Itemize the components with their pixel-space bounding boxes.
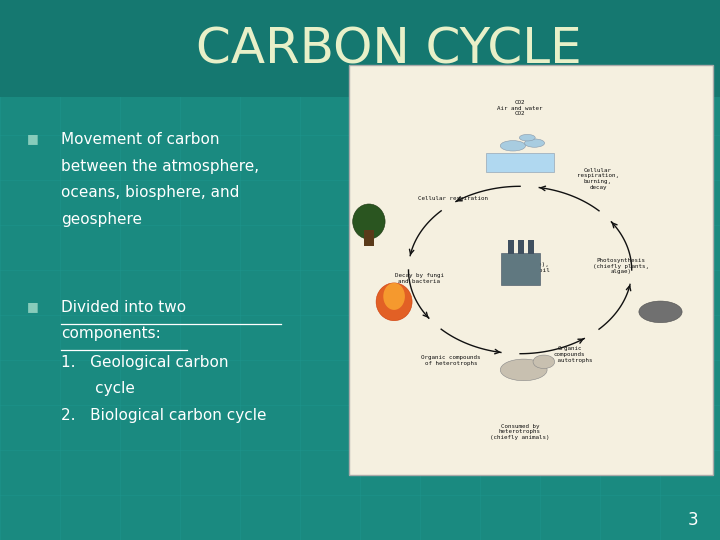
FancyBboxPatch shape: [500, 253, 539, 285]
Text: Decay by fungi
and bacteria: Decay by fungi and bacteria: [395, 273, 444, 284]
Text: CaCO3
(limestone),
coal and oil: CaCO3 (limestone), coal and oil: [505, 256, 550, 273]
FancyBboxPatch shape: [486, 153, 554, 172]
Ellipse shape: [639, 301, 682, 322]
Text: Divided into two: Divided into two: [61, 300, 186, 315]
Text: CO2
Air and water
CO2: CO2 Air and water CO2: [498, 100, 543, 116]
Text: Photosynthesis
(chiefly plants,
algae): Photosynthesis (chiefly plants, algae): [593, 258, 649, 274]
Text: ■: ■: [27, 300, 39, 313]
Text: Cellular respiration: Cellular respiration: [418, 195, 487, 200]
Ellipse shape: [383, 283, 405, 310]
Text: Organic
compounds
of autotrophs: Organic compounds of autotrophs: [546, 346, 592, 362]
Ellipse shape: [376, 283, 412, 321]
Bar: [528, 240, 534, 254]
FancyBboxPatch shape: [0, 0, 720, 97]
Text: cycle: cycle: [61, 381, 135, 396]
Text: 2.   Biological carbon cycle: 2. Biological carbon cycle: [61, 408, 266, 423]
Ellipse shape: [519, 134, 535, 141]
Ellipse shape: [353, 204, 385, 239]
Ellipse shape: [533, 355, 554, 368]
Text: Consumed by
heterotrophs
(chiefly animals): Consumed by heterotrophs (chiefly animal…: [490, 424, 549, 440]
Text: components:: components:: [61, 326, 161, 341]
Text: 1.   Geological carbon: 1. Geological carbon: [61, 355, 229, 370]
Bar: [364, 230, 374, 246]
Text: geosphere: geosphere: [61, 212, 142, 227]
Text: Movement of carbon: Movement of carbon: [61, 132, 220, 147]
Bar: [518, 240, 523, 254]
Bar: [508, 240, 513, 254]
Ellipse shape: [524, 139, 544, 147]
Text: oceans, biosphere, and: oceans, biosphere, and: [61, 185, 240, 200]
Ellipse shape: [500, 140, 526, 151]
Text: Cellular
respiration,
burning,
decay: Cellular respiration, burning, decay: [577, 167, 619, 190]
Text: CARBON CYCLE: CARBON CYCLE: [196, 26, 582, 73]
Text: 3: 3: [688, 511, 698, 529]
Ellipse shape: [500, 359, 547, 381]
Text: Organic compounds
of heterotrophs: Organic compounds of heterotrophs: [421, 355, 481, 366]
Text: ■: ■: [27, 132, 39, 145]
Text: between the atmosphere,: between the atmosphere,: [61, 159, 259, 174]
FancyBboxPatch shape: [349, 65, 713, 475]
